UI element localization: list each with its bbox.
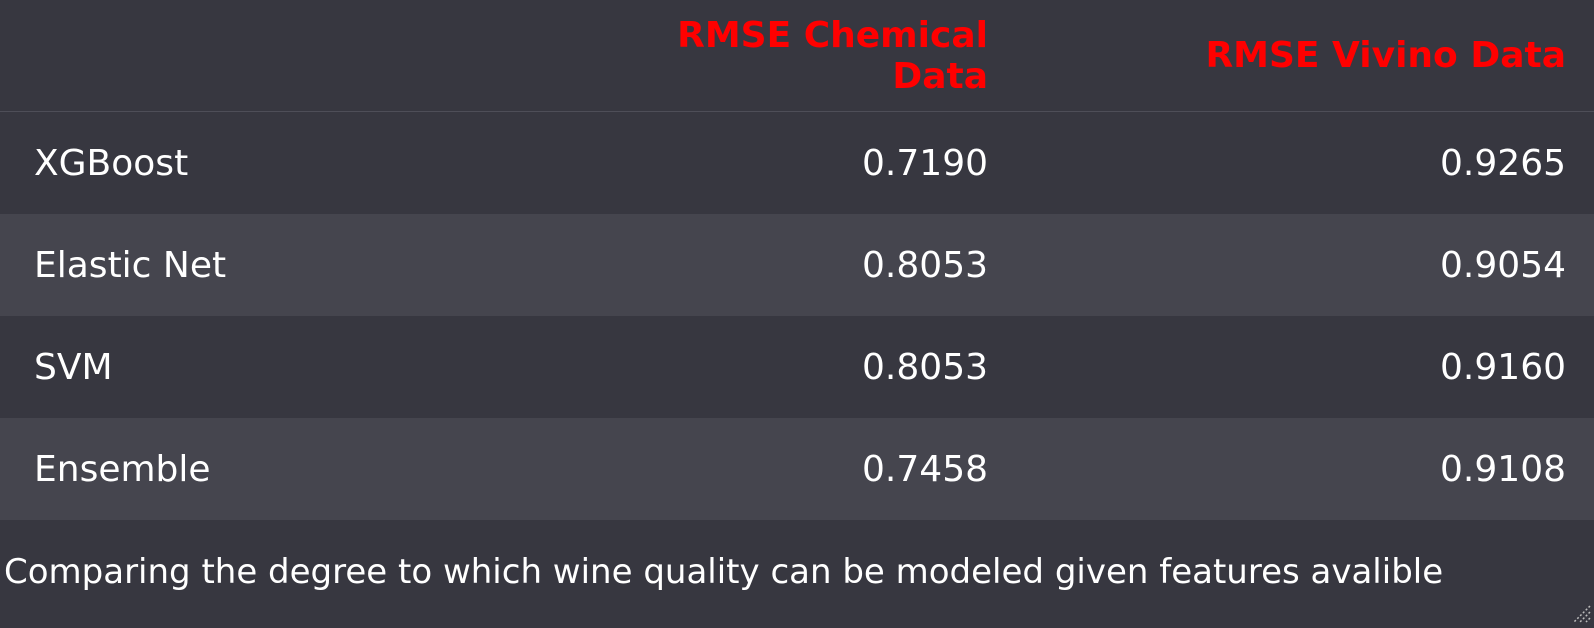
table-row: Ensemble 0.7458 0.9108 (0, 418, 1594, 520)
results-table-container: RMSE Chemical Data RMSE Vivino Data XGBo… (0, 0, 1594, 520)
rmse-vivino-value: 0.9160 (990, 316, 1594, 418)
rmse-chemical-value: 0.7190 (600, 111, 990, 214)
header-rmse-chemical: RMSE Chemical Data (600, 0, 990, 112)
resize-handle-icon[interactable] (1570, 602, 1592, 624)
rmse-chemical-value: 0.7458 (600, 418, 990, 520)
model-name: Ensemble (0, 418, 600, 520)
model-name: Elastic Net (0, 214, 600, 316)
model-name: SVM (0, 316, 600, 418)
table-body: XGBoost 0.7190 0.9265 Elastic Net 0.8053… (0, 111, 1594, 520)
table-row: Elastic Net 0.8053 0.9054 (0, 214, 1594, 316)
rmse-chemical-value: 0.8053 (600, 214, 990, 316)
rmse-vivino-value: 0.9108 (990, 418, 1594, 520)
rmse-vivino-value: 0.9265 (990, 111, 1594, 214)
header-row: RMSE Chemical Data RMSE Vivino Data (0, 0, 1594, 112)
header-rmse-vivino: RMSE Vivino Data (990, 0, 1594, 112)
model-name: XGBoost (0, 111, 600, 214)
rmse-comparison-table: RMSE Chemical Data RMSE Vivino Data XGBo… (0, 0, 1594, 520)
rmse-chemical-value: 0.8053 (600, 316, 990, 418)
table-caption: Comparing the degree to which wine quali… (4, 552, 1444, 592)
header-model (0, 0, 600, 112)
rmse-vivino-value: 0.9054 (990, 214, 1594, 316)
table-header: RMSE Chemical Data RMSE Vivino Data (0, 0, 1594, 112)
table-row: XGBoost 0.7190 0.9265 (0, 111, 1594, 214)
table-row: SVM 0.8053 0.9160 (0, 316, 1594, 418)
